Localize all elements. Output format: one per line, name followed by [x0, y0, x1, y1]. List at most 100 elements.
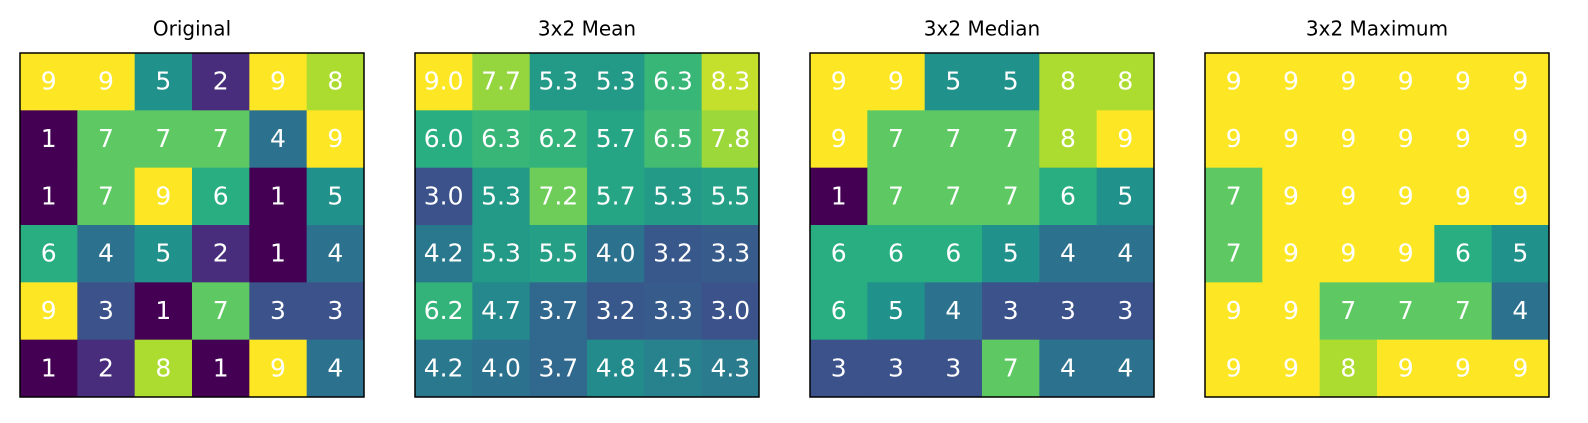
heatmap-cell: [587, 110, 645, 169]
heatmap-cell: [867, 282, 926, 341]
cell-label: 9: [888, 67, 904, 96]
cell-label: 9: [270, 67, 286, 96]
heatmap-cell: [1039, 225, 1098, 283]
cell-label: 9: [1283, 353, 1299, 382]
cell-label: 7: [888, 124, 904, 153]
cell-label: 6: [831, 239, 847, 268]
heatmap-cell: [1262, 53, 1321, 111]
heatmap-cell: [1039, 167, 1098, 226]
heatmap-cell: [192, 339, 250, 398]
heatmap-cell: [1205, 282, 1263, 341]
cell-label: 9: [1512, 67, 1528, 96]
cell-label: 4: [98, 239, 114, 268]
heatmap-cell: [306, 282, 365, 341]
cell-label: 4.2: [424, 353, 464, 382]
cell-label: 7: [1398, 296, 1414, 325]
heatmap-cell: [415, 339, 473, 398]
cell-label: 5.3: [596, 67, 636, 96]
cell-label: 7.2: [538, 181, 578, 210]
cell-label: 7: [155, 124, 171, 153]
cell-label: 7: [945, 124, 961, 153]
heatmap-cell: [1096, 110, 1155, 169]
heatmap-cell: [1039, 110, 1098, 169]
panel-frame: [809, 52, 1155, 398]
heatmap-cell: [249, 53, 308, 111]
cell-label: 1: [831, 181, 847, 210]
cell-label: 4: [327, 239, 343, 268]
cell-label: 3: [270, 296, 286, 325]
cell-label: 6: [1060, 181, 1076, 210]
cell-label: 8: [155, 353, 171, 382]
heatmap-cell: [249, 282, 308, 341]
cell-label: 1: [270, 239, 286, 268]
cell-label: 5: [1003, 239, 1019, 268]
heatmap-cell: [249, 339, 308, 398]
cell-label: 2: [213, 67, 229, 96]
heatmap-cell: [77, 53, 136, 111]
heatmap-cell: [1205, 53, 1263, 111]
heatmap-cell: [701, 167, 760, 226]
cell-label: 9: [1283, 124, 1299, 153]
heatmap-cell: [529, 339, 588, 398]
heatmap-cell: [20, 339, 78, 398]
cell-label: 9: [1283, 296, 1299, 325]
cell-label: 5.3: [481, 239, 521, 268]
heatmap-cell: [306, 225, 365, 283]
cell-label: 7: [98, 124, 114, 153]
heatmap-cell: [1377, 167, 1435, 226]
heatmap-cell: [924, 110, 983, 169]
cell-label: 8.3: [710, 67, 750, 96]
cell-label: 2: [213, 239, 229, 268]
cell-label: 9: [41, 296, 57, 325]
cell-label: 6.2: [538, 124, 578, 153]
cell-label: 6.2: [424, 296, 464, 325]
cell-label: 9: [831, 67, 847, 96]
cell-label: 9.0: [424, 67, 464, 96]
cell-label: 8: [1060, 67, 1076, 96]
heatmap-cell: [1377, 110, 1435, 169]
panel-frame: [1204, 52, 1550, 398]
panel-title: Original: [153, 17, 231, 41]
heatmap-cell: [924, 167, 983, 226]
heatmap-cell: [1434, 339, 1493, 398]
heatmap-cell: [1377, 53, 1435, 111]
cell-label: 9: [1398, 181, 1414, 210]
cell-label: 4: [270, 124, 286, 153]
cell-label: 1: [213, 353, 229, 382]
cell-label: 7: [888, 181, 904, 210]
heatmap-cell: [1096, 53, 1155, 111]
cell-label: 5: [1003, 67, 1019, 96]
heatmap-cell: [587, 282, 645, 341]
heatmap-cell: [192, 110, 250, 169]
heatmap-cell: [701, 339, 760, 398]
heatmap-cell: [587, 339, 645, 398]
cell-label: 9: [1226, 67, 1242, 96]
heatmap-cell: [867, 53, 926, 111]
cell-label: 4: [327, 353, 343, 382]
heatmap-cell: [701, 282, 760, 341]
cell-label: 3: [945, 353, 961, 382]
heatmap-cell: [701, 110, 760, 169]
heatmap-cell: [982, 53, 1040, 111]
heatmap-cell: [1319, 225, 1378, 283]
heatmap-cell: [1491, 53, 1550, 111]
heatmap-cell: [134, 339, 193, 398]
cell-label: 4.7: [481, 296, 521, 325]
heatmap-cell: [1262, 282, 1321, 341]
heatmap-cell: [306, 53, 365, 111]
heatmap-cell: [1096, 282, 1155, 341]
heatmap-cell: [1434, 110, 1493, 169]
heatmap-cell: [924, 225, 983, 283]
heatmap-cell: [1491, 282, 1550, 341]
cell-label: 3.7: [538, 296, 578, 325]
heatmap-cell: [1377, 225, 1435, 283]
heatmap-cell: [982, 110, 1040, 169]
heatmap-cell: [867, 225, 926, 283]
cell-label: 4: [945, 296, 961, 325]
cell-label: 3: [1003, 296, 1019, 325]
cell-label: 9: [1512, 124, 1528, 153]
cell-label: 1: [270, 181, 286, 210]
cell-label: 9: [1398, 353, 1414, 382]
cell-label: 9: [1226, 353, 1242, 382]
heatmap-cell: [1319, 282, 1378, 341]
